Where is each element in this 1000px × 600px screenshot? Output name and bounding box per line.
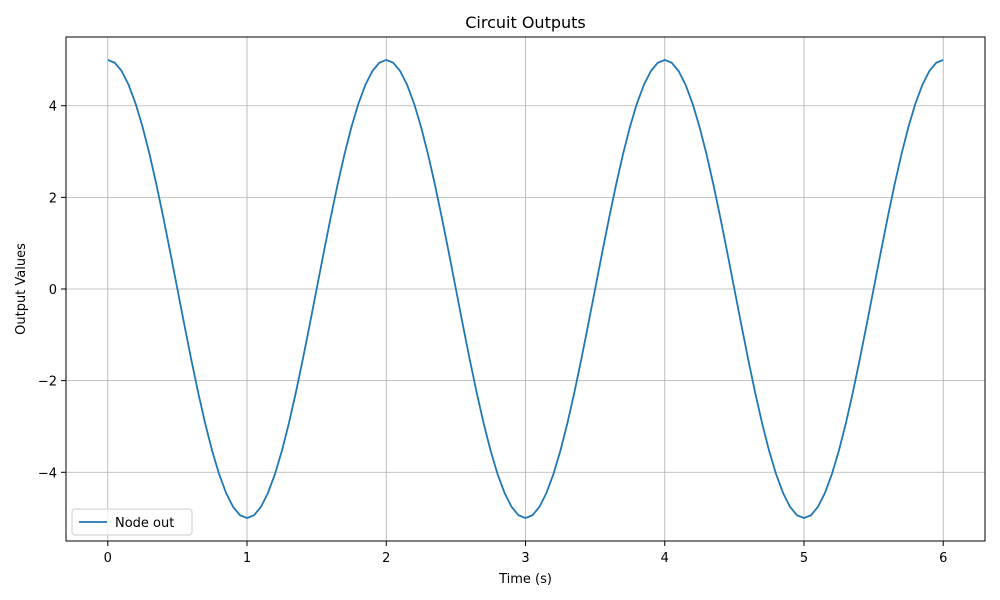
legend-entry-label: Node out xyxy=(115,516,174,531)
x-tick-label: 3 xyxy=(521,551,529,566)
x-axis-ticks: 0 1 2 3 4 5 6 xyxy=(104,541,947,566)
y-tick-label: 2 xyxy=(49,191,57,206)
y-tick-label: −2 xyxy=(38,375,57,390)
legend-box xyxy=(71,508,193,536)
y-axis-label: Output Values xyxy=(14,243,29,335)
x-tick-label: 1 xyxy=(243,551,251,566)
legend: Node out xyxy=(71,508,193,536)
series-line-node-out xyxy=(107,59,944,519)
x-tick-label: 6 xyxy=(939,551,947,566)
x-tick-label: 2 xyxy=(382,551,390,566)
chart-title: Circuit Outputs xyxy=(465,13,586,32)
y-tick-label: 4 xyxy=(49,100,57,115)
y-tick-label: 0 xyxy=(49,283,57,298)
y-axis-ticks: −4 −2 0 2 4 xyxy=(38,100,66,481)
x-tick-label: 4 xyxy=(661,551,669,566)
series-layer xyxy=(107,59,944,519)
x-tick-label: 0 xyxy=(104,551,112,566)
y-tick-label: −4 xyxy=(38,466,57,481)
x-tick-label: 5 xyxy=(800,551,808,566)
x-axis-label: Time (s) xyxy=(498,572,552,587)
